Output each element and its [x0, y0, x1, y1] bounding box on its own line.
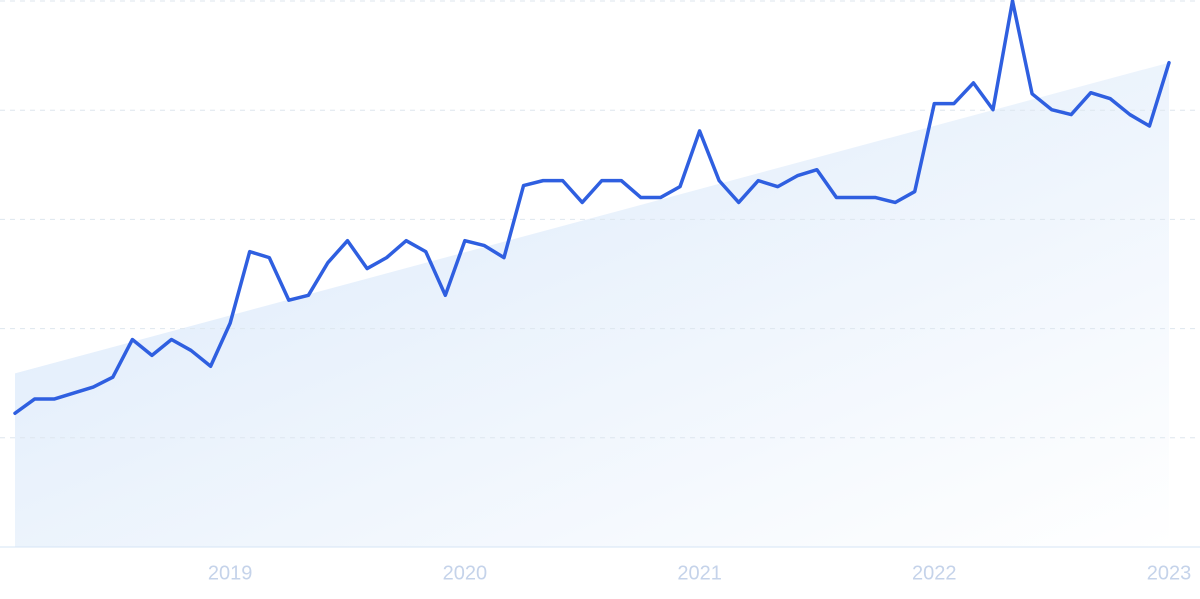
x-tick-label: 2021 — [677, 562, 722, 584]
data-line — [13, 0, 1171, 415]
x-tick-label: 2022 — [912, 562, 957, 584]
x-tick-label: 2019 — [208, 562, 253, 584]
x-tick-label: 2020 — [443, 562, 488, 584]
trend-area — [15, 62, 1169, 548]
x-tick-label: 2023 — [1147, 562, 1192, 584]
